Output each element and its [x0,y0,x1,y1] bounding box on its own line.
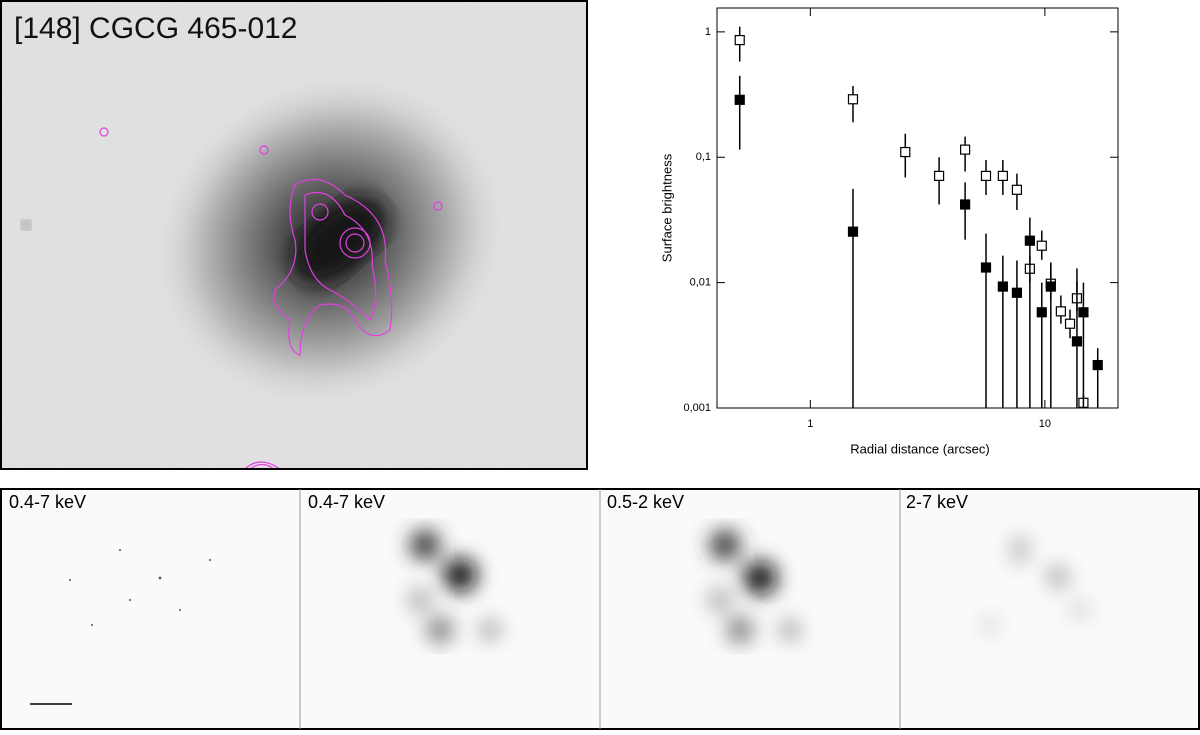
panels: 0.4-7 keV 0.4-7 keV 0.5-2 keV 2-7 keV [0,488,1200,730]
point [980,170,992,181]
point [847,94,859,105]
plot-frame [716,7,1119,409]
point [1078,307,1089,318]
image-title: [148] CGCG 465-012 [14,12,298,45]
point [847,226,859,237]
point [1064,318,1076,329]
point [734,94,745,105]
x-tick-label: 1 [807,418,813,430]
panel-label: 0.5-2 keV [607,492,684,512]
point [1011,184,1023,195]
panel-label: 0.4-7 keV [308,492,385,512]
point [960,144,971,155]
plot: Radial distance (arcsec) Surface brightn… [659,7,1119,456]
point [1045,281,1056,292]
point [1092,359,1103,371]
panel-label: 2-7 keV [906,492,968,512]
point [980,262,992,273]
y-tick-label: 0,001 [683,402,711,414]
y-tick-label: 0,01 [690,277,711,289]
point [1011,287,1023,298]
point [900,146,911,158]
x-tick-label: 10 [1039,418,1051,430]
point [734,34,745,46]
point [997,281,1008,292]
point [934,170,945,181]
point [1036,307,1047,318]
y-axis-label: Surface brightness [659,153,674,262]
point [1036,240,1047,251]
x-axis-label: Radial distance (arcsec) [850,441,989,456]
panel-label: 0.4-7 keV [9,492,86,512]
point [1024,235,1035,246]
y-tick-label: 1 [705,26,711,38]
point [1055,306,1066,317]
point [960,199,971,210]
point [1071,336,1083,347]
optical-image: [148] CGCG 465-012 [0,0,588,470]
point [997,170,1008,181]
y-tick-label: 0,1 [696,151,711,163]
